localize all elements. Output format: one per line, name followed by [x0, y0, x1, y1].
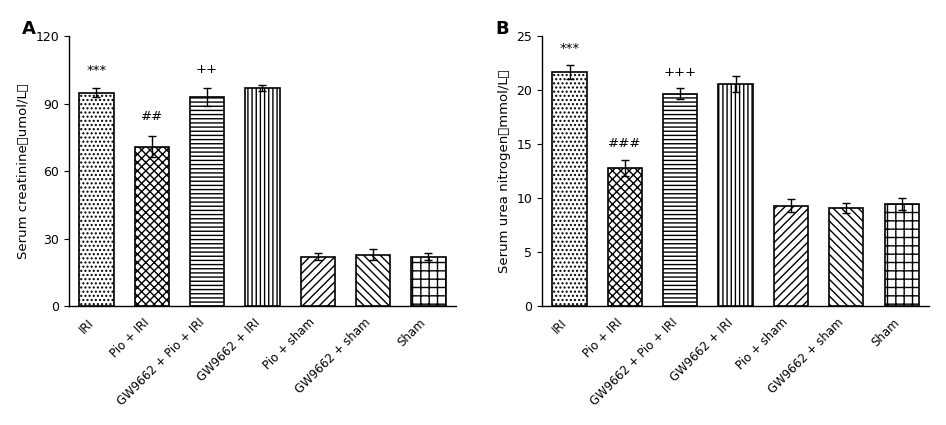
Bar	[829, 208, 864, 306]
Bar	[774, 206, 808, 306]
Y-axis label: Serum urea nitrogen（mmol/L）: Serum urea nitrogen（mmol/L）	[498, 69, 511, 273]
Y-axis label: Serum creatinine（umol/L）: Serum creatinine（umol/L）	[17, 83, 29, 259]
Bar	[718, 84, 753, 306]
Bar	[134, 147, 169, 306]
Text: ###: ###	[608, 137, 641, 150]
Text: ##: ##	[141, 110, 163, 123]
Bar	[190, 97, 224, 306]
Text: ***: ***	[559, 42, 580, 55]
Bar	[663, 94, 697, 306]
Text: A: A	[22, 20, 36, 38]
Text: ++: ++	[196, 63, 219, 76]
Bar	[79, 93, 114, 306]
Bar	[245, 88, 280, 306]
Bar	[356, 255, 391, 306]
Text: +++: +++	[664, 66, 697, 79]
Text: B: B	[496, 20, 509, 38]
Bar	[552, 72, 587, 306]
Bar	[607, 168, 642, 306]
Bar	[412, 257, 446, 306]
Text: ***: ***	[86, 64, 107, 77]
Bar	[885, 204, 919, 306]
Bar	[301, 257, 335, 306]
